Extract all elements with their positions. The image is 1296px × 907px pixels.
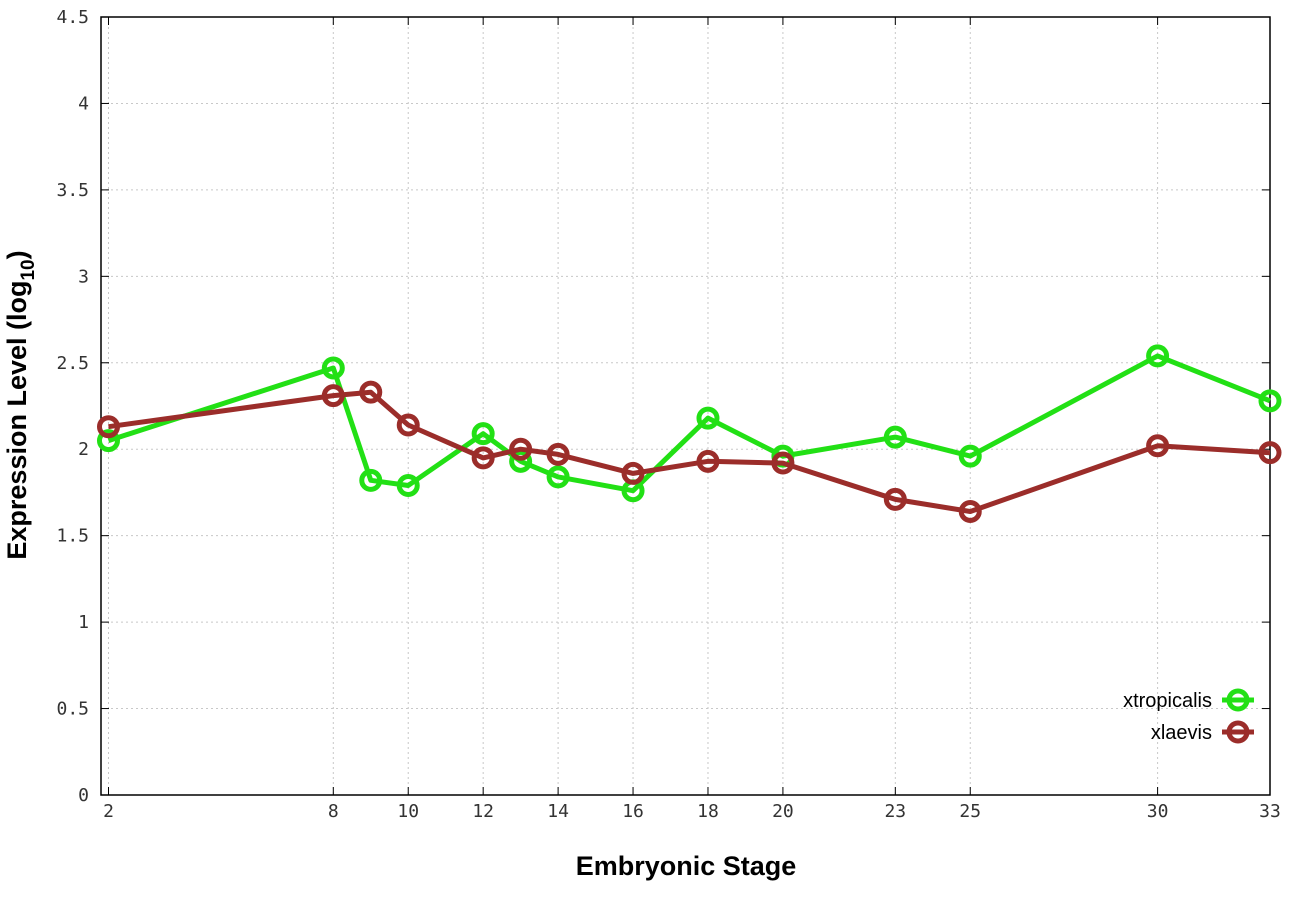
y-axis-title-subscript: 10 bbox=[18, 259, 39, 280]
data-point-xtropicalis bbox=[696, 406, 720, 430]
x-tick-label: 20 bbox=[772, 801, 794, 822]
series-line-xtropicalis bbox=[107, 353, 1271, 494]
y-axis-title-main: Expression Level (log bbox=[2, 281, 32, 560]
legend-swatch-marker-xlaevis bbox=[1226, 720, 1250, 744]
x-tick-label: 10 bbox=[397, 801, 419, 822]
y-axis-title-close: ) bbox=[2, 250, 32, 259]
plot-frame bbox=[100, 16, 1271, 796]
data-point-xtropicalis bbox=[1146, 344, 1170, 368]
data-point-xlaevis bbox=[546, 442, 570, 466]
legend-label-xtropicalis: xtropicalis bbox=[1123, 690, 1212, 712]
data-point-xtropicalis bbox=[96, 429, 120, 453]
x-axis-title: Embryonic Stage bbox=[576, 851, 797, 881]
data-point-xtropicalis bbox=[546, 465, 570, 489]
y-tick-label: 2.5 bbox=[56, 353, 89, 374]
y-tick-label: 4 bbox=[78, 93, 89, 114]
x-tick-label: 16 bbox=[622, 801, 644, 822]
y-axis-title: Expression Level (log10) bbox=[2, 250, 39, 559]
series-layer bbox=[96, 344, 1282, 523]
y-tick-label: 1 bbox=[78, 612, 89, 633]
x-tick-label: 30 bbox=[1147, 801, 1169, 822]
series-xtropicalis bbox=[96, 344, 1282, 503]
x-tick-label: 8 bbox=[328, 801, 339, 822]
legend: xtropicalis xlaevis bbox=[1123, 688, 1254, 744]
x-tick-label: 18 bbox=[697, 801, 719, 822]
data-point-xtropicalis bbox=[396, 474, 420, 498]
data-point-xtropicalis bbox=[883, 425, 907, 449]
data-point-xlaevis bbox=[771, 451, 795, 475]
data-point-xlaevis bbox=[96, 415, 120, 439]
data-point-xlaevis bbox=[696, 449, 720, 473]
series-line-xlaevis bbox=[108, 389, 1271, 514]
x-tick-label: 14 bbox=[547, 801, 569, 822]
legend-label-xlaevis: xlaevis bbox=[1151, 722, 1212, 744]
data-point-xtropicalis bbox=[1258, 389, 1282, 413]
data-point-xtropicalis bbox=[471, 422, 495, 446]
data-point-xlaevis bbox=[509, 437, 533, 461]
x-tick-label: 23 bbox=[884, 801, 906, 822]
x-tick-label: 12 bbox=[472, 801, 494, 822]
y-tick-label: 3.5 bbox=[56, 180, 89, 201]
data-point-xtropicalis bbox=[359, 468, 383, 492]
y-tick-label: 4.5 bbox=[56, 7, 89, 28]
data-point-xlaevis bbox=[321, 384, 345, 408]
data-point-xlaevis bbox=[1146, 434, 1170, 458]
data-point-xlaevis bbox=[396, 413, 420, 437]
legend-swatch-marker-xtropicalis bbox=[1226, 688, 1250, 712]
y-tick-label: 0 bbox=[78, 785, 89, 806]
data-point-xlaevis bbox=[359, 380, 383, 404]
data-point-xlaevis bbox=[958, 499, 982, 523]
x-tick-label: 25 bbox=[959, 801, 981, 822]
data-point-xtropicalis bbox=[321, 356, 345, 380]
y-tick-label: 2 bbox=[78, 439, 89, 460]
y-tick-label: 3 bbox=[78, 266, 89, 287]
data-point-xlaevis bbox=[1258, 441, 1282, 465]
series-xlaevis bbox=[96, 380, 1282, 523]
tick-layer: 0 0.5 1 1.5 2 2.5 3 3.5 4 4.5 2 8 10 12 14 16 18 20 23 25 30… bbox=[56, 7, 1280, 822]
x-tick-label: 33 bbox=[1259, 801, 1281, 822]
y-tick-label: 0.5 bbox=[56, 699, 89, 720]
data-point-xlaevis bbox=[471, 446, 495, 470]
data-point-xlaevis bbox=[883, 487, 907, 511]
data-point-xtropicalis bbox=[958, 444, 982, 468]
data-point-xlaevis bbox=[621, 461, 645, 485]
y-tick-label: 1.5 bbox=[56, 526, 89, 547]
x-tick-label: 2 bbox=[103, 801, 114, 822]
data-point-xtropicalis bbox=[509, 449, 533, 473]
